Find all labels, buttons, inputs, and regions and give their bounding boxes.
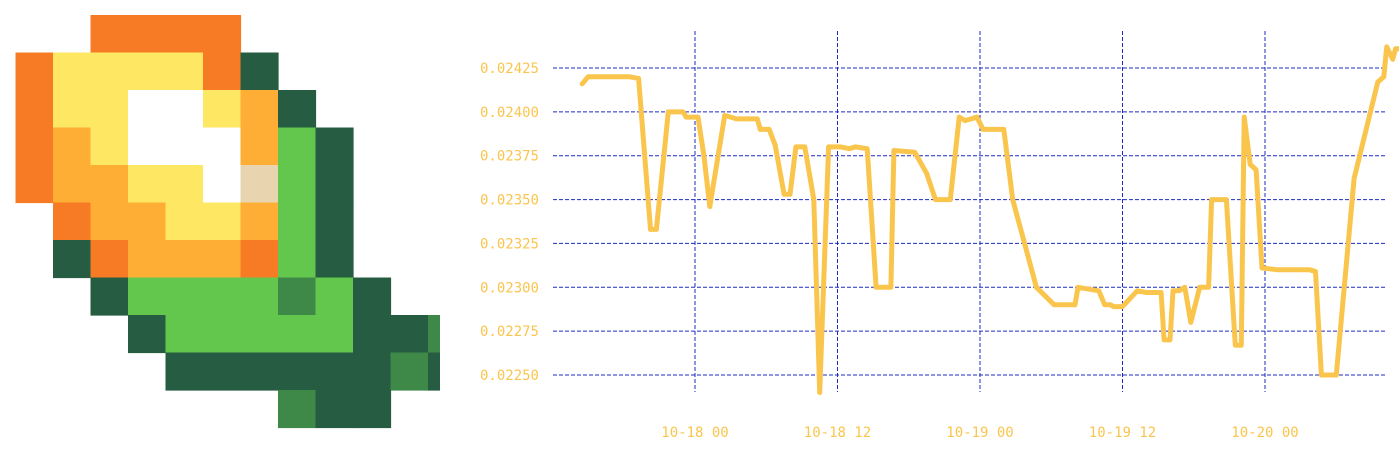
logo-pixel [165,240,204,279]
logo-pixel [428,352,440,391]
logo-pixel [240,165,279,204]
logo-pixel [353,315,392,354]
logo-pixel [90,240,129,279]
logo-pixel [315,390,354,429]
logo-pixel [165,202,204,241]
logo-pixel [278,277,317,316]
logo-pixel [278,390,317,429]
logo-pixel [203,315,242,354]
logo-pixel [203,352,242,391]
logo-pixel [240,90,279,129]
series-line [579,44,1399,395]
logo-pixel [15,127,54,166]
logo-pixel [128,165,167,204]
logo-pixel [128,15,167,54]
logo-pixel [278,165,317,204]
logo-pixel [90,277,129,316]
y-tick-label: 0.02350 [480,193,539,209]
logo-pixel [240,202,279,241]
logo-pixel [128,127,167,166]
logo-pixel [278,240,317,279]
logo-pixel [278,127,317,166]
logo-pixel [90,52,129,91]
pixel-corn-icon [15,15,440,429]
logo-pixel [90,202,129,241]
logo-pixel [278,90,317,129]
logo-pixel [390,352,429,391]
y-tick-label: 0.02375 [480,149,539,165]
logo-pixel [90,165,129,204]
logo-pixel [165,90,204,129]
logo-pixel [165,127,204,166]
logo-pixel [278,352,317,391]
logo-pixel [15,52,54,91]
logo-pixel [128,315,167,354]
x-tick-label: 10-18 00 [661,425,728,441]
logo-pixel [203,52,242,91]
y-tick-label: 0.02250 [480,368,539,384]
logo-pixel [278,202,317,241]
logo-pixel [203,202,242,241]
logo-pixel [90,90,129,129]
logo-pixel [315,352,354,391]
logo-pixel [165,52,204,91]
logo-pixel [53,90,92,129]
grid-lines [553,31,1387,392]
logo-pixel [240,277,279,316]
y-tick-label: 0.02400 [480,105,539,121]
logo-pixel [203,277,242,316]
logo-pixel [53,127,92,166]
y-tick-label: 0.02300 [480,280,539,296]
logo-pixel [53,165,92,204]
logo-pixel [90,15,129,54]
logo-pixel [15,165,54,204]
y-tick-label: 0.02275 [480,324,539,340]
logo-pixel [203,165,242,204]
logo-pixel [15,90,54,129]
logo-pixel [315,277,354,316]
x-tick-label: 10-19 00 [946,425,1013,441]
logo-pixel [240,127,279,166]
x-tick-label: 10-18 12 [804,425,871,441]
logo-pixel [128,202,167,241]
logo-pixel [315,315,354,354]
logo-pixel [165,277,204,316]
logo-pixel [128,90,167,129]
logo-pixel [353,277,392,316]
logo-pixel [165,165,204,204]
logo-pixel [128,240,167,279]
logo-pixel [165,15,204,54]
logo-pixel [315,127,354,166]
logo-pixel [165,352,204,391]
y-tick-label: 0.02325 [480,236,539,252]
logo-pixel [240,240,279,279]
logo-pixel [240,315,279,354]
logo-pixel [203,15,242,54]
logo-pixel [128,52,167,91]
logo-pixel [315,240,354,279]
logo-pixel [53,202,92,241]
logo-pixel [353,390,392,429]
y-tick-label: 0.02425 [480,61,539,77]
logo-pixel [128,277,167,316]
logo-pixel [240,52,279,91]
logo-pixel [315,202,354,241]
logo-pixel [53,240,92,279]
logo-pixel [203,127,242,166]
logo-pixel [90,127,129,166]
logo-pixel [315,165,354,204]
logo-pixel [203,240,242,279]
logo-pixel [390,315,429,354]
logo-pixel [203,90,242,129]
logo-pixel [53,52,92,91]
x-tick-label: 10-20 00 [1231,425,1298,441]
logo-pixel [428,315,440,354]
logo-pixel [278,315,317,354]
logo-pixel [165,315,204,354]
logo-pixel [353,352,392,391]
x-tick-label: 10-19 12 [1089,425,1156,441]
logo-pixel [240,352,279,391]
